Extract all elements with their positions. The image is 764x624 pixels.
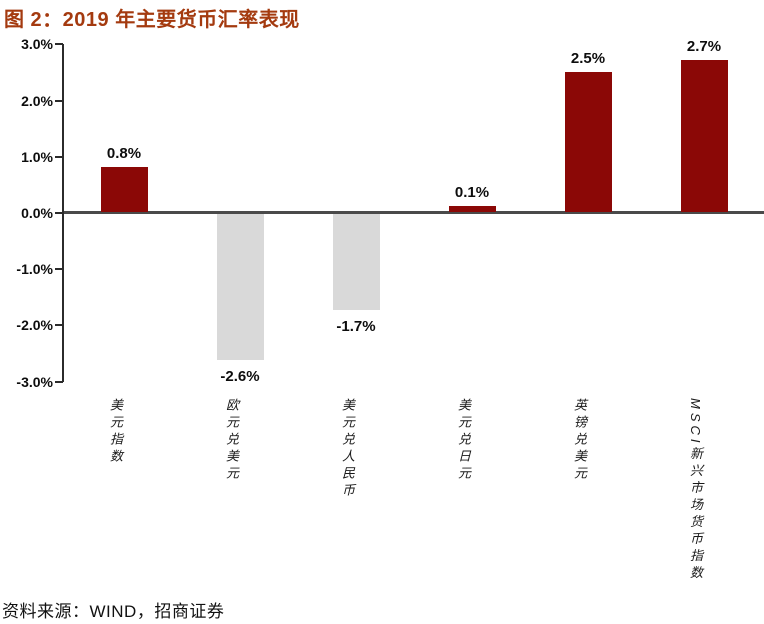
y-axis-tick [55, 212, 63, 214]
bar-value-label: 0.8% [106, 145, 142, 163]
y-axis-tick-label: 1.0% [21, 148, 53, 165]
y-axis-tick-label: -2.0% [16, 317, 53, 334]
y-axis-line [62, 44, 64, 382]
y-axis-tick-label: -1.0% [16, 261, 53, 278]
figure-title: 图 2：2019 年主要货币汇率表现 [4, 9, 300, 31]
bar [680, 60, 728, 212]
x-axis-label: 欧元兑美元 [224, 398, 239, 483]
y-axis-tick [55, 99, 63, 102]
source-note: 资料来源：WIND，招商证券 [2, 602, 225, 621]
bar [216, 214, 264, 361]
y-axis-tick-label: 3.0% [21, 36, 53, 53]
x-axis-label: 英镑兑美元 [572, 398, 587, 483]
y-axis-tick-label: -3.0% [16, 373, 53, 390]
y-axis-tick [55, 155, 63, 158]
bar [332, 214, 380, 310]
y-axis-tick-label: 2.0% [21, 92, 53, 109]
y-axis-tick [55, 268, 63, 271]
x-axis-label: MSCI新兴市场货币指数 [688, 398, 703, 583]
bar-value-label: 2.5% [570, 49, 606, 67]
zero-baseline [64, 211, 764, 214]
bar-value-label: 0.1% [454, 184, 490, 202]
y-axis-tick [55, 324, 63, 327]
y-axis-tick-label: 0.0% [21, 205, 53, 221]
x-axis-label: 美元兑日元 [456, 398, 471, 483]
bar [100, 167, 148, 212]
bar [564, 71, 612, 212]
bar-value-label: -2.6% [220, 368, 260, 386]
x-axis-label: 美元兑人民币 [340, 398, 355, 500]
bar [448, 206, 496, 212]
bar-value-label: -1.7% [336, 317, 376, 335]
x-axis-label: 美元指数 [108, 398, 123, 466]
y-axis-tick [55, 380, 63, 383]
y-axis-tick [55, 43, 63, 46]
bar-value-label: 2.7% [686, 38, 722, 56]
